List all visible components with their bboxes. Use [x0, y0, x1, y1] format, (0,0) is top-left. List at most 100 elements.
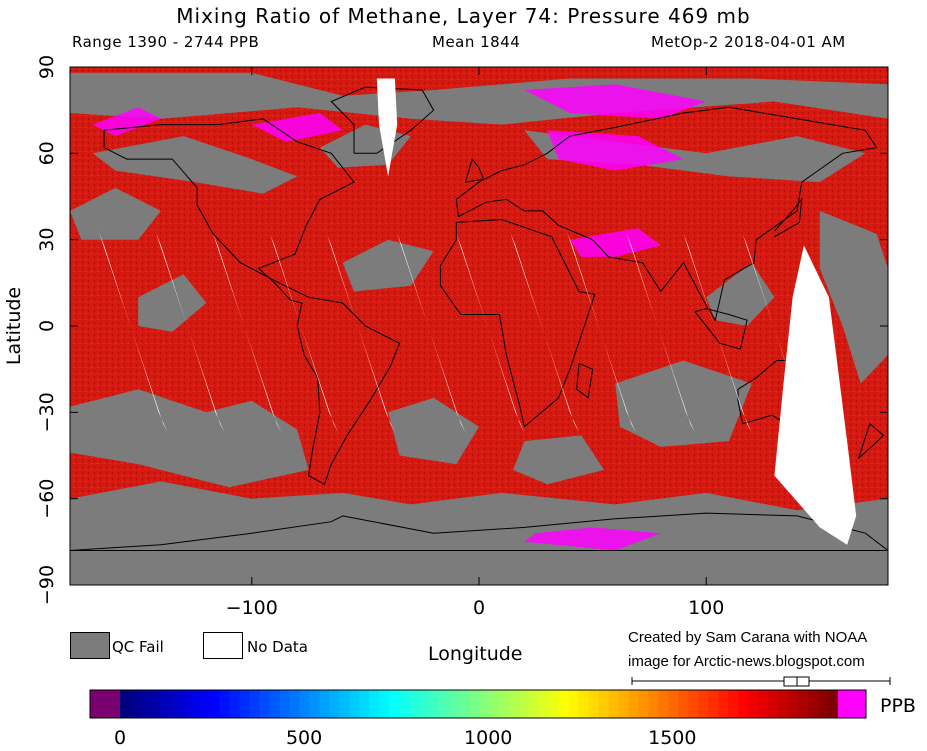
colorbar-segment: [449, 690, 460, 718]
no-data-swatch: [203, 632, 243, 659]
colorbar-segment: [479, 690, 490, 718]
high-value-patch-2: [547, 130, 684, 171]
range-label: Range 1390 - 2744 PPB: [72, 33, 260, 51]
colorbar-segment: [808, 690, 819, 718]
colorbar-segment: [379, 690, 390, 718]
colorbar-segment: [409, 690, 420, 718]
colorbar-segment: [658, 690, 670, 718]
chart-title: Mixing Ratio of Methane, Layer 74: Press…: [176, 4, 751, 28]
colorbar-segment: [469, 690, 480, 718]
y-tick-label-7: −90: [36, 565, 58, 605]
qc-fail-region-8: [388, 397, 479, 465]
colorbar-tick-1: 0: [113, 727, 127, 749]
colorbar-segment: [788, 690, 799, 718]
colorbar-segment: [359, 690, 370, 718]
high-value-patch-4: [569, 228, 661, 257]
colorbar-segment: [708, 690, 719, 718]
high-value-patch-1: [524, 84, 707, 119]
y-tick-label-3: 30: [36, 228, 58, 252]
coastline-3: [439, 218, 596, 428]
coastline-10: [858, 422, 885, 459]
no-data-polar-gap: [376, 78, 398, 177]
map-area: [70, 67, 888, 585]
colorbar-segment: [568, 690, 580, 718]
coastline-8: [774, 197, 803, 238]
coastline-9: [694, 308, 748, 350]
x-tick-label-3: 100: [688, 597, 724, 619]
colorbar-segment: [768, 690, 779, 718]
satellite-date-label: MetOp-2 2018-04-01 AM: [651, 33, 846, 51]
qc-fail-label: QC Fail: [112, 638, 164, 656]
colorbar-segment: [459, 690, 470, 718]
colorbar-unit-label: PPB: [880, 695, 916, 717]
coastline-11: [576, 362, 594, 399]
colorbar-segment: [199, 690, 211, 718]
colorbar-segment: [179, 690, 191, 718]
colorbar-segment: [259, 690, 271, 718]
y-tick-label-1: 90: [36, 55, 58, 79]
mean-label: Mean 1844: [432, 33, 521, 51]
colorbar-segment: [728, 690, 739, 718]
colorbar-segment: [239, 690, 251, 718]
colorbar-segment: [578, 690, 590, 718]
colorbar-segment: [389, 690, 400, 718]
colorbar-segment: [189, 690, 201, 718]
colorbar-tick-4: 1500: [648, 727, 697, 749]
colorbar-segment: [419, 690, 430, 718]
colorbar-segment: [588, 690, 600, 718]
colorbar-segment: [638, 690, 650, 718]
colorbar-segment: [439, 690, 450, 718]
high-value-patch-5: [524, 527, 661, 551]
no-data-label: No Data: [247, 638, 308, 656]
colorbar-segment: [618, 690, 630, 718]
y-tick-label-4: 0: [36, 320, 58, 332]
colorbar-segment: [339, 690, 350, 718]
coastline-1: [103, 118, 401, 486]
credit-line-1: Created by Sam Carana with NOAA: [628, 629, 868, 646]
high-value-patch-6: [92, 107, 161, 137]
qc-fail-swatch: [70, 632, 110, 659]
colorbar-segment: [299, 690, 311, 718]
coastline-6: [70, 512, 888, 551]
colorbar-segment: [718, 690, 729, 718]
qc-fail-region-12: [706, 262, 775, 326]
colorbar-segment: [608, 690, 620, 718]
colorbar-segment: [209, 690, 221, 718]
no-data-australia-gap: [774, 245, 857, 545]
colorbar-segment: [139, 690, 151, 718]
colorbar-segment: [149, 690, 161, 718]
colorbar-segment: [219, 690, 231, 718]
colorbar-segment: [399, 690, 410, 718]
colorbar-segment: [828, 690, 839, 718]
colorbar-segment: [818, 690, 829, 718]
colorbar-segment: [598, 690, 610, 718]
qc-fail-region-14: [513, 435, 604, 485]
colorbar-segment: [678, 690, 690, 718]
colorbar-segment: [558, 690, 570, 718]
qc-fail-region-5: [70, 389, 309, 488]
colorbar-frame: [89, 689, 867, 719]
colorbar-segment: [538, 690, 550, 718]
qc-fail-region-6: [70, 481, 888, 585]
colorbar-segment: [748, 690, 759, 718]
qc-fail-region-7: [819, 210, 888, 384]
colorbar-segment: [738, 690, 749, 718]
colorbar-segment: [369, 690, 380, 718]
colorbar-segment: [648, 690, 660, 718]
colorbar-segment: [688, 690, 699, 718]
colorbar-segment: [249, 690, 261, 718]
coastline-4: [455, 106, 878, 322]
colorbar-segment: [508, 690, 520, 718]
credit-line-2: image for Arctic-news.blogspot.com: [628, 653, 865, 670]
colorbar-segment: [798, 690, 809, 718]
colorbar-segment: [518, 690, 530, 718]
qc-fail-region-1: [70, 72, 888, 125]
colorbar-segment: [269, 690, 281, 718]
colorbar-segment: [698, 690, 709, 718]
qc-fail-region-10: [70, 187, 161, 240]
colorbar-segment: [628, 690, 640, 718]
colorbar-segment: [488, 690, 500, 718]
x-tick-label-2: 0: [473, 597, 485, 619]
colorbar-segment: [159, 690, 171, 718]
